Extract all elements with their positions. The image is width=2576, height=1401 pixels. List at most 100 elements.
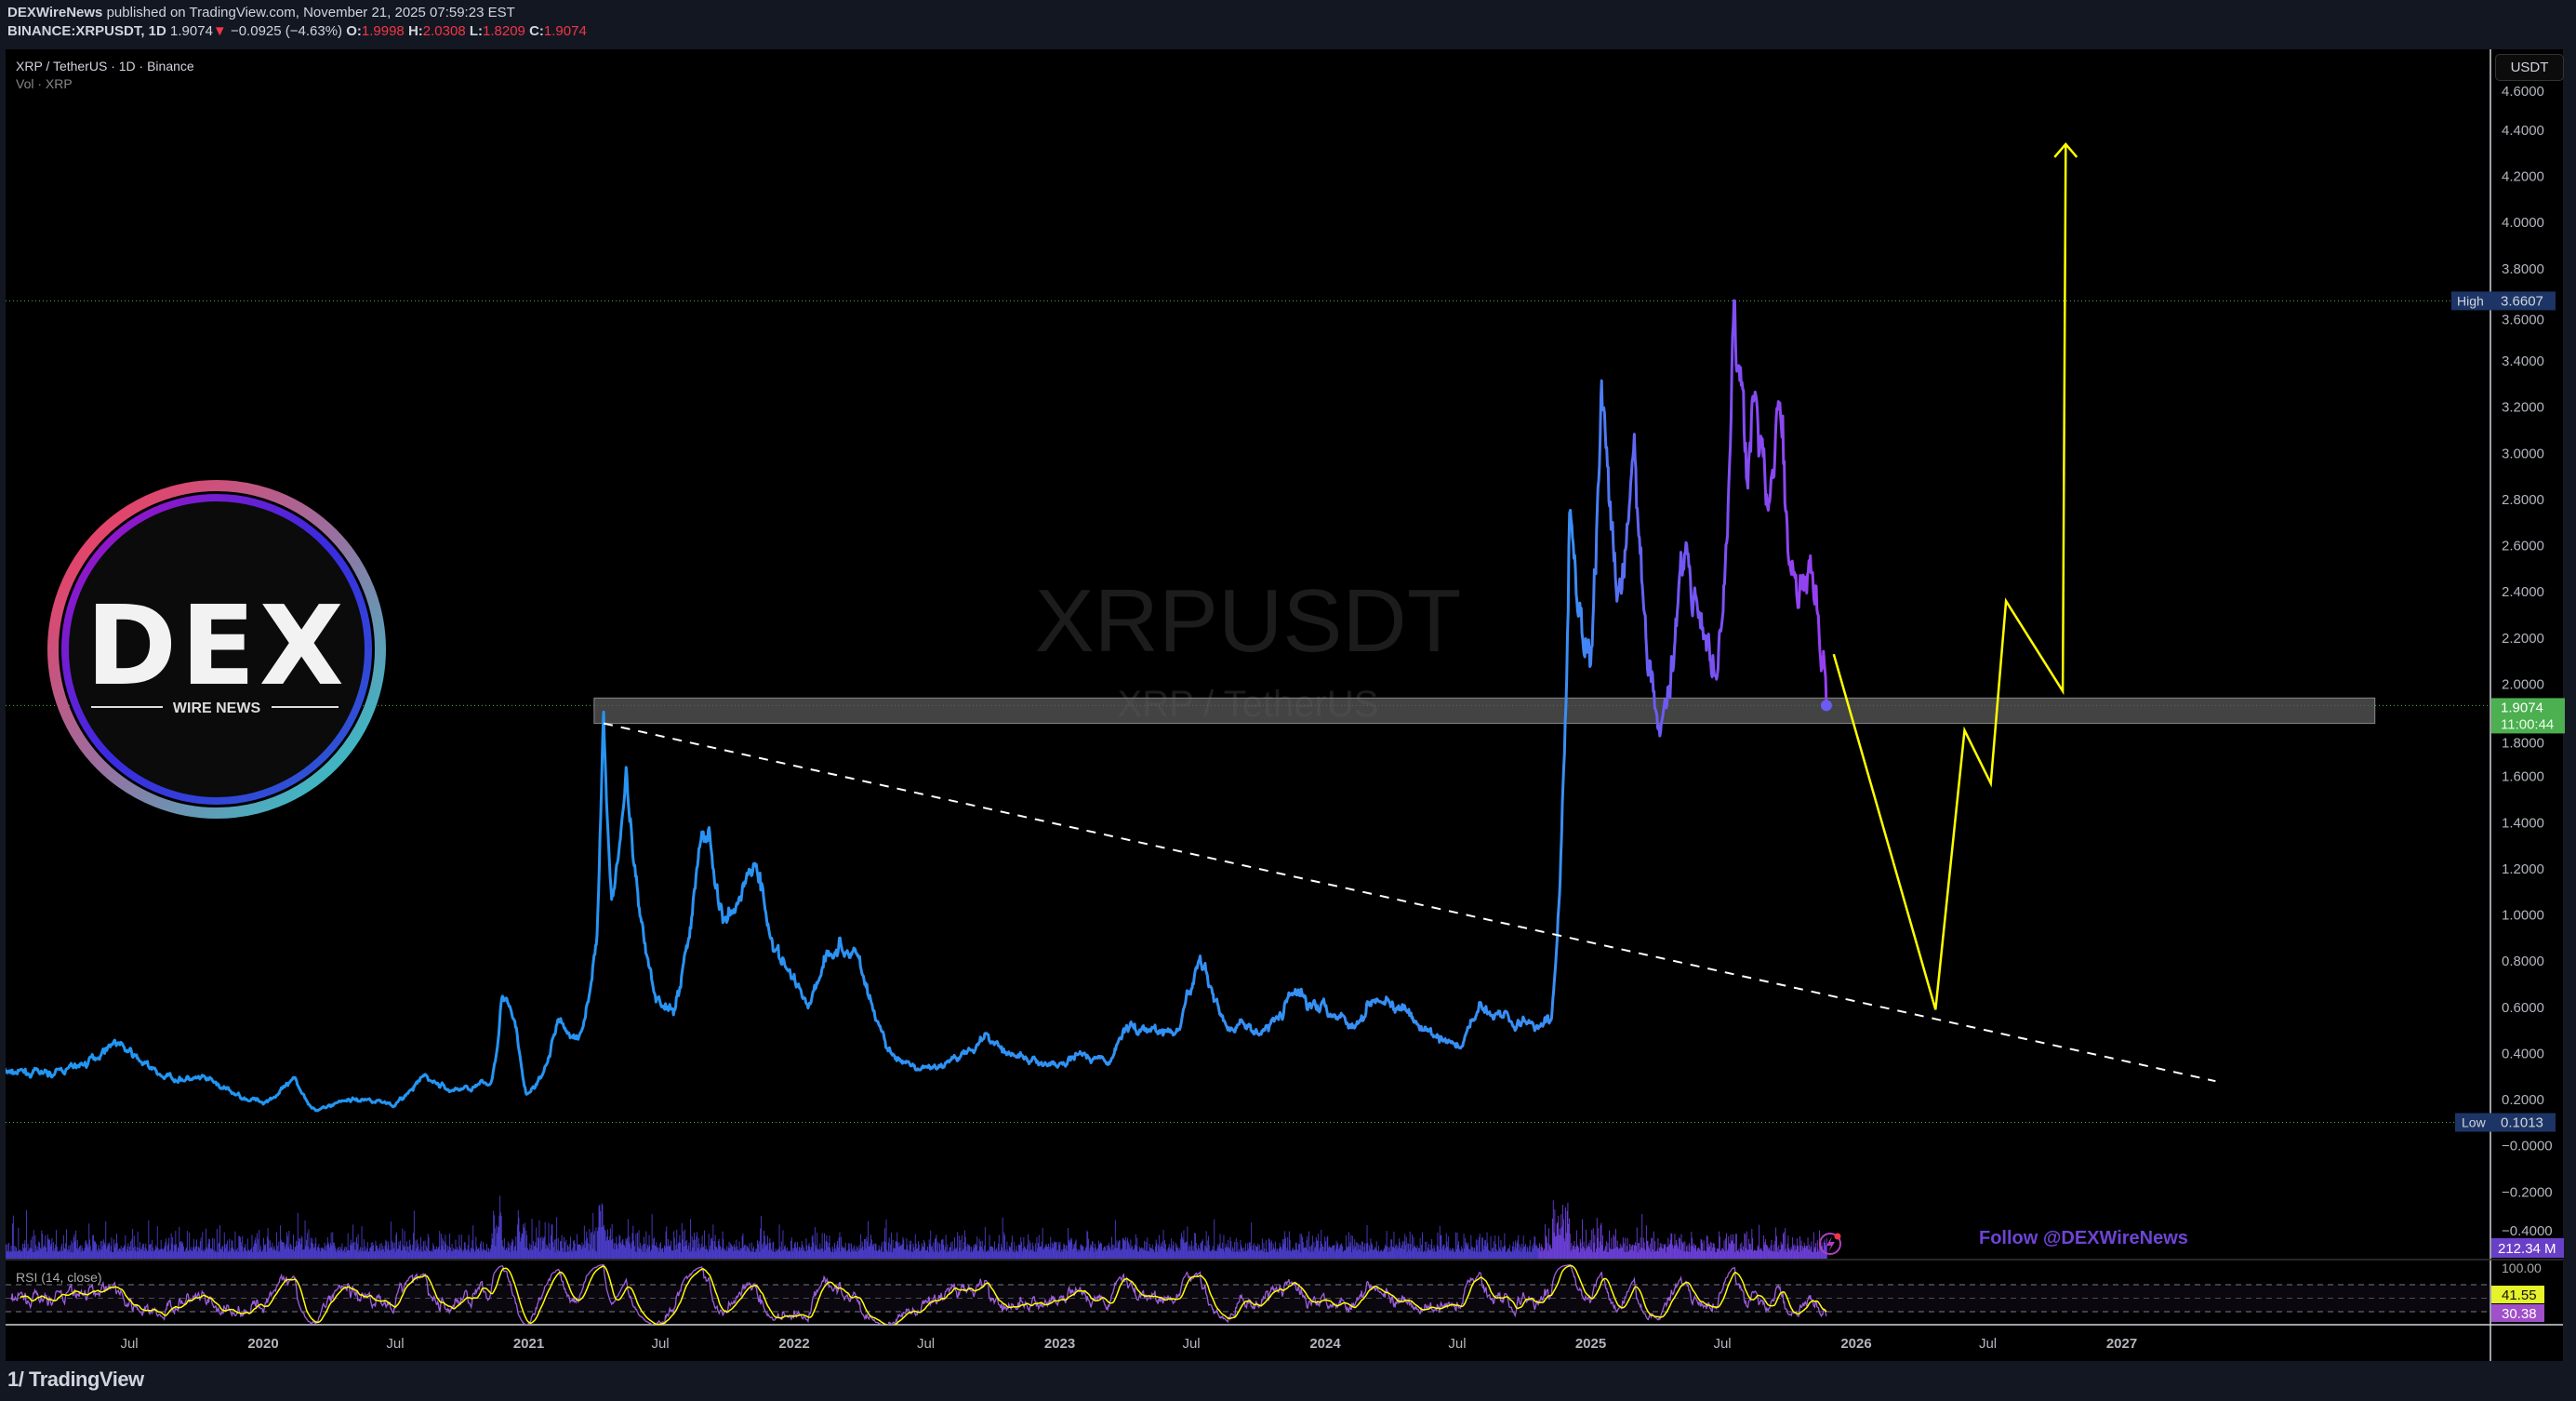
volume-bar <box>1696 1248 1698 1259</box>
volume-bar <box>774 1251 776 1259</box>
volume-bar <box>977 1250 979 1259</box>
volume-bar <box>1437 1232 1439 1259</box>
author[interactable]: DEXWireNews <box>7 5 103 20</box>
rsi-legend[interactable]: RSI (14, close) <box>16 1270 102 1285</box>
volume-bar <box>190 1247 192 1259</box>
volume-bar <box>1581 1248 1583 1259</box>
volume-bar <box>1589 1240 1591 1259</box>
tradingview-logo[interactable]: 1/ TradingView <box>7 1368 144 1392</box>
volume-bar <box>460 1234 462 1259</box>
volume-bar <box>711 1241 713 1259</box>
volume-bar <box>1382 1250 1384 1259</box>
volume-bar <box>937 1242 938 1259</box>
lightning-icon[interactable] <box>1819 1233 1841 1255</box>
volume-bar <box>1254 1243 1255 1259</box>
volume-bar <box>29 1247 31 1259</box>
volume-bar <box>1806 1245 1807 1259</box>
volume-bar <box>236 1248 238 1259</box>
volume-bar <box>361 1226 363 1259</box>
volume-bar <box>1449 1248 1451 1259</box>
volume-bar <box>1178 1248 1180 1259</box>
volume-bar <box>1308 1246 1310 1259</box>
volume-bar <box>1061 1249 1062 1259</box>
volume-bar <box>1088 1250 1090 1259</box>
volume-bar <box>609 1235 611 1259</box>
volume-bar <box>1513 1250 1515 1259</box>
volume-bar <box>378 1250 379 1259</box>
volume-bar <box>520 1241 521 1259</box>
volume-bar <box>390 1221 392 1259</box>
volume-bar <box>891 1252 893 1259</box>
volume-bar <box>1568 1224 1570 1259</box>
volume-bar <box>619 1235 621 1259</box>
volume-bar <box>1580 1242 1582 1259</box>
volume-bar <box>393 1248 394 1259</box>
volume-bar <box>861 1248 862 1259</box>
volume-bar <box>1062 1248 1064 1259</box>
volume-bar <box>1090 1244 1092 1259</box>
legend-title[interactable]: XRP / TetherUS · 1D · Binance <box>16 59 194 73</box>
volume-bar <box>1729 1243 1730 1259</box>
volume-bar <box>650 1251 651 1259</box>
volume-bar <box>919 1251 921 1259</box>
volume-bar <box>1722 1249 1724 1259</box>
volume-bar <box>109 1242 111 1259</box>
volume-bar <box>1491 1252 1493 1259</box>
volume-bar <box>873 1243 875 1259</box>
volume-bar <box>1198 1245 1199 1259</box>
volume-bar <box>1386 1231 1388 1259</box>
volume-bar <box>1246 1250 1248 1259</box>
volume-bar <box>421 1246 423 1259</box>
volume-bar <box>1036 1236 1038 1259</box>
volume-bar <box>7 1251 9 1259</box>
legend-volume[interactable]: Vol · XRP <box>16 76 73 91</box>
volume-bar <box>1416 1245 1418 1259</box>
volume-bar <box>1462 1251 1464 1259</box>
volume-bar <box>385 1239 387 1259</box>
projection-path[interactable] <box>1832 143 2067 1010</box>
volume-bar <box>581 1242 583 1259</box>
volume-bar <box>285 1244 287 1259</box>
volume-bar <box>11 1251 13 1259</box>
volume-bar <box>740 1248 742 1259</box>
volume-bar <box>717 1241 719 1259</box>
volume-bar <box>548 1222 550 1259</box>
volume-bar <box>1686 1250 1688 1259</box>
volume-bar <box>1569 1218 1570 1259</box>
volume-bar <box>1031 1249 1032 1259</box>
volume-bar <box>751 1251 753 1259</box>
volume-bar <box>1133 1249 1135 1259</box>
volume-bar <box>579 1244 581 1259</box>
volume-bar <box>1083 1251 1085 1259</box>
volume-bar <box>473 1252 475 1259</box>
currency-button[interactable]: USDT <box>2495 54 2564 81</box>
volume-bar <box>1485 1246 1487 1259</box>
volume-bar <box>1114 1220 1116 1259</box>
rsi-ma-line <box>20 1264 1827 1325</box>
volume-bar <box>52 1250 54 1259</box>
volume-bar <box>763 1242 764 1259</box>
volume-bar <box>1069 1242 1070 1259</box>
volume-bar <box>1499 1249 1501 1259</box>
volume-bar <box>1614 1248 1616 1259</box>
price-tick: 1.6000 <box>2502 769 2544 785</box>
volume-bar <box>885 1219 887 1259</box>
volume-bar <box>890 1244 892 1259</box>
volume-bar <box>1185 1242 1187 1259</box>
volume-bar <box>1080 1245 1082 1259</box>
volume-bar <box>374 1250 376 1259</box>
volume-bar <box>439 1231 441 1259</box>
volume-bar <box>864 1239 866 1259</box>
volume-bar <box>993 1251 995 1259</box>
volume-bar <box>1823 1241 1825 1259</box>
volume-bar <box>448 1246 450 1259</box>
volume-bar <box>1588 1243 1590 1259</box>
support-zone[interactable] <box>593 697 2376 725</box>
volume-bar <box>722 1231 724 1259</box>
volume-bar <box>821 1233 823 1259</box>
volume-bar <box>1332 1246 1333 1259</box>
volume-bar <box>409 1239 411 1259</box>
volume-bar <box>1781 1245 1783 1259</box>
volume-bar <box>562 1248 564 1259</box>
